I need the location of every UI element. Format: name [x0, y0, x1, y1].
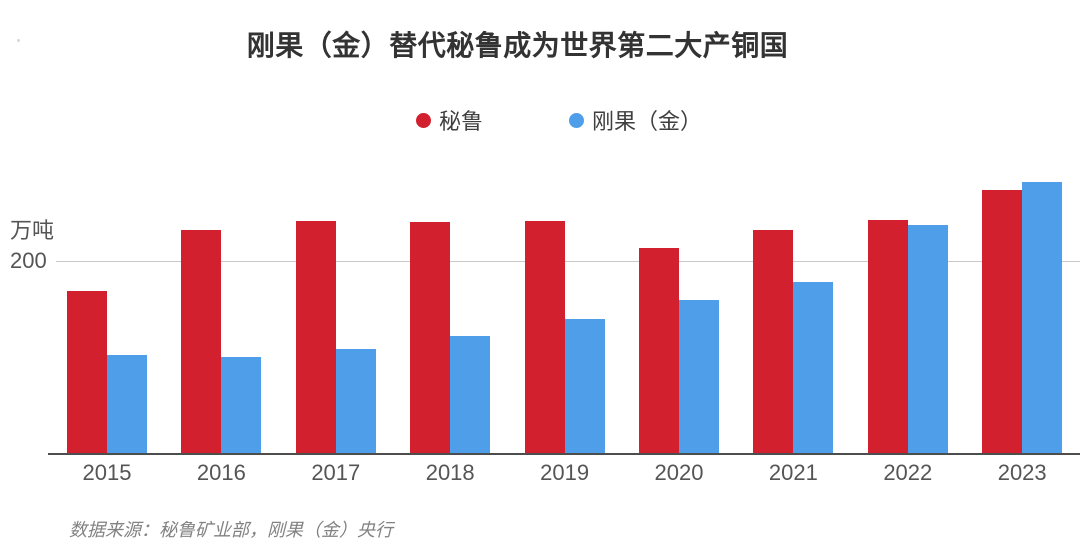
- peru-legend-dot-icon: [416, 112, 431, 128]
- bar-peru-2017: [295, 220, 336, 453]
- source-note: 数据来源：秘鲁矿业部，刚果（金）央行: [69, 520, 393, 540]
- bar-peru-2019: [524, 220, 565, 453]
- bar-congo-2019: [564, 319, 605, 453]
- bar-congo-2022: [907, 224, 948, 453]
- x-tick-2022: 2022: [883, 460, 933, 485]
- bar-congo-2018: [450, 335, 491, 453]
- legend-item-congo: 刚果（金）: [569, 104, 702, 136]
- x-tick-2017: 2017: [311, 460, 361, 485]
- bar-congo-2023: [1022, 181, 1063, 453]
- legend-label-peru: 秘鲁: [439, 109, 484, 134]
- bar-peru-2023: [982, 190, 1023, 453]
- y-tick-200: 200: [10, 248, 47, 273]
- bar-peru-2015: [67, 290, 107, 453]
- chart-title: 刚果（金）替代秘鲁成为世界第二大产铜国: [246, 30, 789, 61]
- legend-label-congo: 刚果（金）: [592, 109, 703, 134]
- legend-item-peru: 秘鲁: [416, 104, 483, 136]
- x-tick-2021: 2021: [768, 460, 818, 485]
- x-tick-2018: 2018: [425, 460, 475, 485]
- bar-peru-2020: [639, 247, 679, 453]
- bar-peru-2022: [867, 219, 908, 453]
- bar-peru-2018: [410, 221, 451, 453]
- y-axis-unit-label: 万吨: [10, 218, 55, 243]
- bar-congo-2015: [107, 354, 147, 453]
- x-axis-line: [48, 453, 1080, 455]
- bar-congo-2021: [793, 282, 834, 453]
- congo-legend-dot-icon: [569, 112, 585, 128]
- gridline-200: [56, 261, 1080, 262]
- x-tick-2019: 2019: [540, 460, 590, 485]
- x-tick-2023: 2023: [997, 460, 1047, 485]
- bar-peru-2021: [753, 230, 794, 453]
- artifact-dot: [17, 39, 20, 42]
- bar-peru-2016: [181, 229, 222, 453]
- legend: 秘鲁 刚果（金）: [416, 104, 702, 136]
- x-tick-2020: 2020: [654, 460, 704, 485]
- bar-congo-2017: [335, 348, 376, 453]
- bar-congo-2016: [221, 356, 262, 453]
- x-tick-2015: 2015: [82, 460, 132, 485]
- x-tick-2016: 2016: [196, 460, 246, 485]
- bar-congo-2020: [679, 300, 719, 453]
